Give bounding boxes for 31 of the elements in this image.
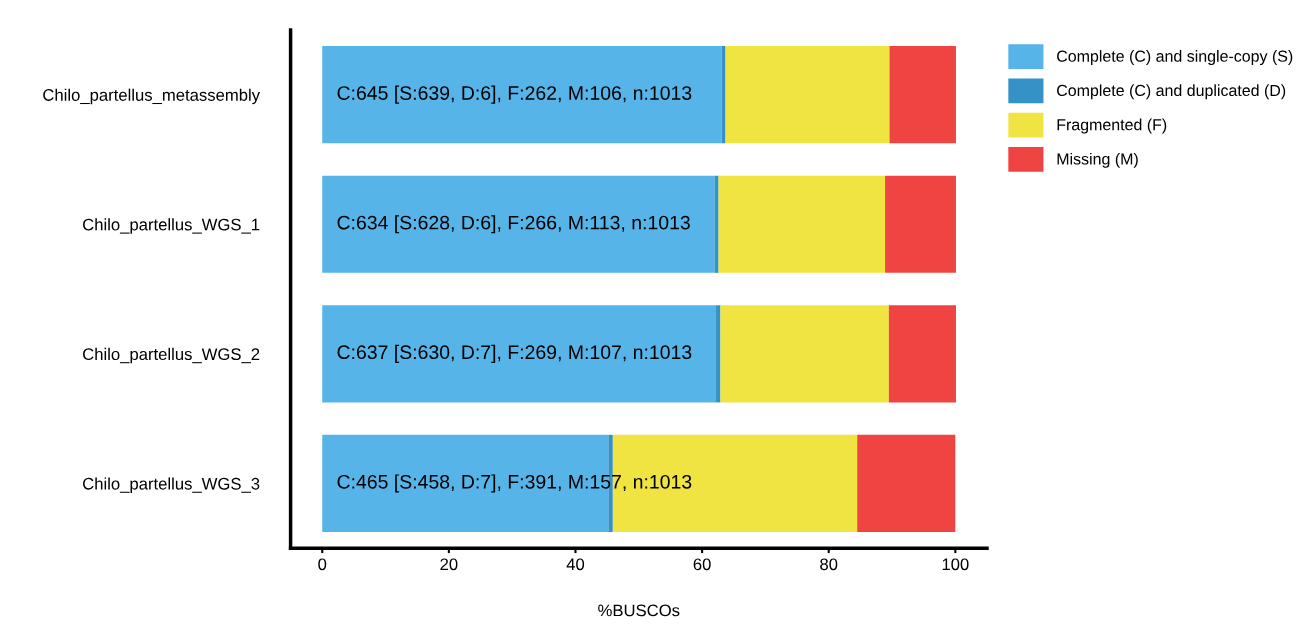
- x-tick-label: 20: [440, 558, 458, 571]
- x-tick-label: 80: [820, 558, 838, 571]
- bar: [725, 46, 890, 144]
- bar: [322, 175, 715, 273]
- y-tick-label: Chilo_partellus_WGS_1: [83, 218, 260, 234]
- legend-label: Missing (M): [1057, 152, 1138, 168]
- bar: [714, 175, 719, 273]
- bar: [322, 305, 717, 403]
- bar: [716, 305, 721, 403]
- x-axis-title: %BUSCOs: [598, 604, 680, 617]
- data-label: C:645 [S:639, D:6], F:262, M:106, n:1013: [337, 85, 692, 104]
- bar: [889, 46, 956, 144]
- y-tick-label: Chilo_partellus_metassembly: [43, 88, 261, 105]
- y-tick-label: Chilo_partellus_WGS_2: [83, 347, 260, 364]
- legend-label: Complete (C) and duplicated (D): [1057, 84, 1286, 100]
- data-label: C:637 [S:630, D:7], F:269, M:107, n:1013: [337, 344, 692, 363]
- bar: [322, 46, 722, 144]
- bar: [857, 434, 956, 533]
- x-tick-label: 0: [318, 558, 327, 571]
- legend-label: Fragmented (F): [1057, 118, 1167, 134]
- x-tick-label: 100: [942, 558, 969, 571]
- legend-label: Complete (C) and single-copy (S): [1057, 50, 1293, 65]
- bar: [718, 175, 886, 273]
- data-label: C:634 [S:628, D:6], F:266, M:113, n:1013: [337, 215, 690, 234]
- y-tick-label: Chilo_partellus_WGS_3: [83, 477, 260, 493]
- bar: [720, 305, 889, 403]
- bar: [721, 46, 726, 144]
- x-tick-label: 40: [566, 558, 585, 571]
- bar: [888, 305, 956, 403]
- x-tick-label: 60: [693, 558, 711, 571]
- bar: [885, 175, 956, 273]
